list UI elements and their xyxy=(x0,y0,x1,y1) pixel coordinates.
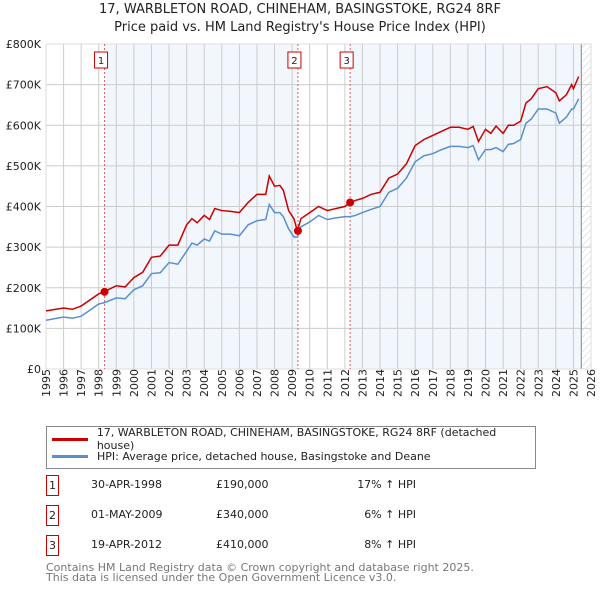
y-tick-label: £0 xyxy=(27,363,41,376)
x-tick-label: 2021 xyxy=(497,369,510,397)
x-tick-label: 2009 xyxy=(286,369,299,397)
sale-marker-badge: 3 xyxy=(46,535,59,556)
x-tick-label: 2013 xyxy=(356,369,369,397)
x-tick-label: 2017 xyxy=(427,369,440,397)
x-tick-label: 2020 xyxy=(480,369,493,397)
sale-marker-label: 1 xyxy=(98,56,104,67)
y-tick-label: £700K xyxy=(6,79,42,92)
x-tick-label: 2000 xyxy=(128,369,141,397)
legend-item-property: 17, WARBLETON ROAD, CHINEHAM, BASINGSTOK… xyxy=(52,426,535,452)
plot-border xyxy=(45,43,592,370)
x-tick-label: 2016 xyxy=(409,369,422,397)
x-tick-label: 1999 xyxy=(110,369,123,397)
sale-date: 19-APR-2012 xyxy=(91,538,163,551)
x-tick-label: 1998 xyxy=(93,369,106,397)
legend-label: HPI: Average price, detached house, Basi… xyxy=(97,449,431,463)
sale-marker-label: 2 xyxy=(291,56,297,67)
legend-label: 17, WARBLETON ROAD, CHINEHAM, BASINGSTOK… xyxy=(96,426,497,452)
sale-marker-box xyxy=(94,51,109,69)
x-tick-label: 2005 xyxy=(216,369,229,397)
sale-price: £190,000 xyxy=(216,478,269,491)
sale-marker-box xyxy=(339,51,354,69)
chart-subtitle: Price paid vs. HM Land Registry's House … xyxy=(114,20,486,35)
x-tick-label: 2019 xyxy=(462,369,475,397)
chart: 1995 1996 1997 1998 1999 2000 2001 2002 2003 2004… xyxy=(6,38,598,397)
x-tick-label: 2004 xyxy=(198,369,211,397)
x-tick-label: 2026 xyxy=(585,369,598,397)
x-tick-label: 1997 xyxy=(75,369,88,397)
y-tick-label: £100K xyxy=(6,322,42,335)
legend-swatch-red xyxy=(52,437,88,441)
sale-date: 30-APR-1998 xyxy=(91,478,163,491)
y-tick-label: £400K xyxy=(6,201,42,214)
sale-point xyxy=(346,198,355,207)
price-paid-line xyxy=(45,76,580,312)
y-tick-label: £600K xyxy=(6,119,42,132)
x-tick-label: 2006 xyxy=(233,369,246,397)
x-tick-label: 2015 xyxy=(392,369,405,397)
chart-title: 17, WARBLETON ROAD, CHINEHAM, BASINGSTOK… xyxy=(99,2,501,17)
hpi-line xyxy=(45,98,580,321)
sale-price: £340,000 xyxy=(216,508,269,521)
legend-swatch-blue xyxy=(52,454,88,458)
x-tick-label: 1996 xyxy=(58,369,71,397)
sale-hpi-diff: 17% ↑ HPI xyxy=(357,478,416,491)
y-tick-label: £800K xyxy=(6,38,42,51)
sale-hpi-diff: 6% ↑ HPI xyxy=(364,508,416,521)
sale-marker-badge: 1 xyxy=(46,475,59,496)
y-tick-label: £200K xyxy=(6,282,42,295)
x-tick-label: 2001 xyxy=(145,369,158,397)
x-tick-label: 2007 xyxy=(251,369,264,397)
sale-marker-label: 3 xyxy=(343,56,349,67)
footer-line-1: Contains HM Land Registry data © Crown c… xyxy=(46,561,474,574)
x-tick-label: 2003 xyxy=(181,369,194,397)
sale-hpi-diff: 8% ↑ HPI xyxy=(364,538,416,551)
x-tick-label: 2025 xyxy=(567,369,580,397)
y-tick-label: £300K xyxy=(6,241,42,254)
x-tick-label: 2008 xyxy=(269,369,282,397)
x-tick-label: 2012 xyxy=(339,369,352,397)
sale-point xyxy=(293,226,302,235)
sale-marker-box xyxy=(287,51,302,69)
x-tick-label: 2014 xyxy=(374,369,387,397)
footer-line-2: This data is licensed under the Open Gov… xyxy=(46,571,397,584)
legend-item-hpi: HPI: Average price, detached house, Basi… xyxy=(52,447,431,465)
x-tick-label: 2018 xyxy=(444,369,457,397)
sale-point xyxy=(100,287,109,296)
sale-date: 01-MAY-2009 xyxy=(91,508,163,521)
sale-marker-badge: 2 xyxy=(46,505,59,526)
x-tick-label: 2023 xyxy=(532,369,545,397)
x-tick-label: 1995 xyxy=(40,369,53,397)
x-tick-label: 2002 xyxy=(163,369,176,397)
legend: 17, WARBLETON ROAD, CHINEHAM, BASINGSTOK… xyxy=(46,426,536,469)
y-tick-label: £500K xyxy=(6,160,42,173)
x-tick-label: 2010 xyxy=(304,369,317,397)
x-tick-label: 2022 xyxy=(515,369,528,397)
sale-price: £410,000 xyxy=(216,538,269,551)
x-tick-label: 2024 xyxy=(550,369,563,397)
x-tick-label: 2011 xyxy=(321,369,334,397)
